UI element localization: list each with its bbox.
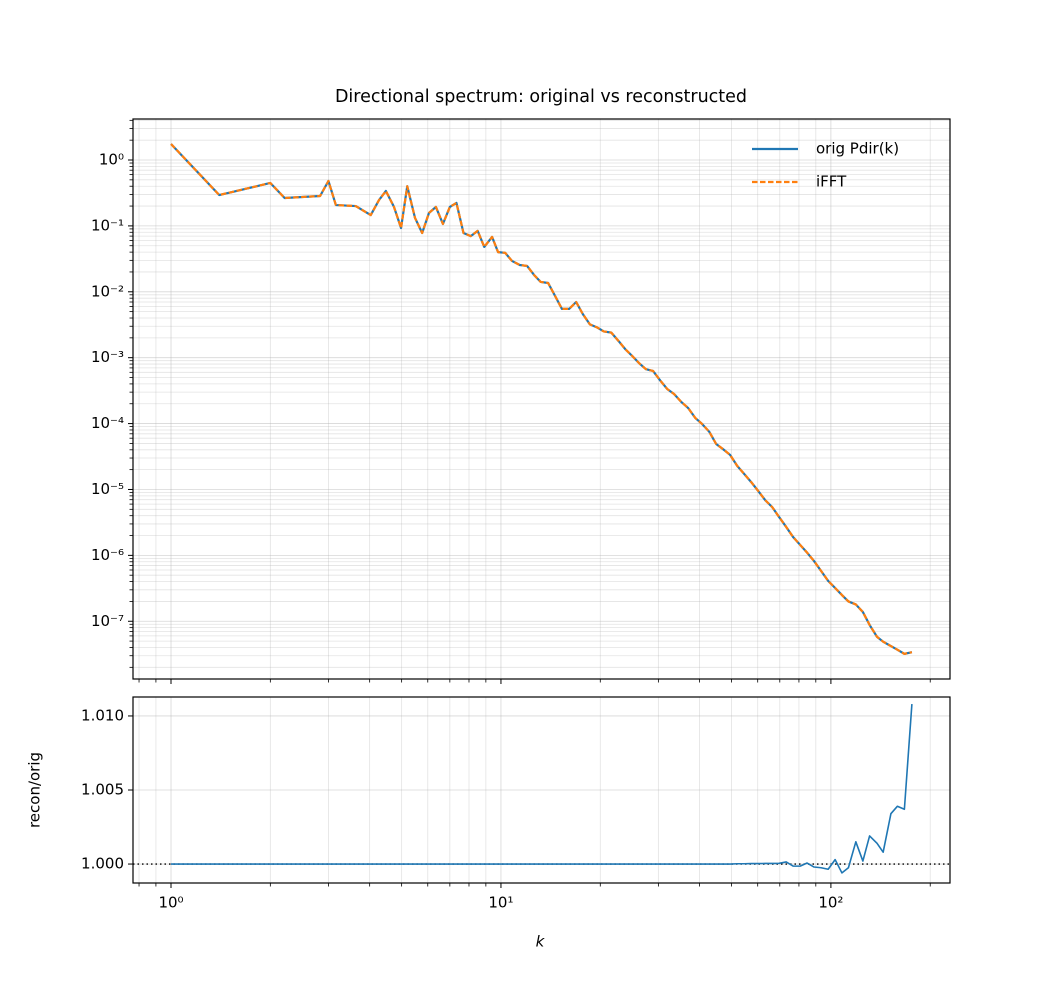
y-tick-label: 10⁻²: [91, 282, 124, 300]
series-line: [171, 704, 913, 874]
y-tick-label: 10⁻⁶: [91, 546, 124, 564]
legend-label: orig Pdir(k): [816, 140, 899, 158]
x-tick-label: 10¹: [488, 894, 513, 912]
x-tick-label: 10⁰: [158, 894, 183, 912]
series-line: [170, 143, 913, 655]
axes-frame: [132, 696, 951, 884]
y-tick-label: 10⁻⁷: [91, 612, 124, 630]
series-line: [170, 143, 913, 655]
y-tick-label: 10⁻⁴: [91, 414, 124, 432]
y-tick-label: 1.010: [81, 706, 124, 724]
x-tick-label: 10²: [818, 894, 843, 912]
axes-frame: [132, 118, 951, 680]
y-tick-label: 1.005: [81, 781, 124, 799]
y-axis-label: recon/orig: [26, 752, 44, 828]
y-tick-label: 1.000: [81, 855, 124, 873]
y-tick-label: 10⁻⁵: [91, 480, 124, 498]
y-tick-label: 10⁻³: [91, 348, 124, 366]
y-tick-label: 10⁰: [99, 151, 124, 169]
legend-label: iFFT: [816, 173, 847, 191]
y-tick-label: 10⁻¹: [91, 216, 124, 234]
chart-title: Directional spectrum: original vs recons…: [335, 87, 747, 107]
x-axis-label: k: [536, 933, 546, 951]
